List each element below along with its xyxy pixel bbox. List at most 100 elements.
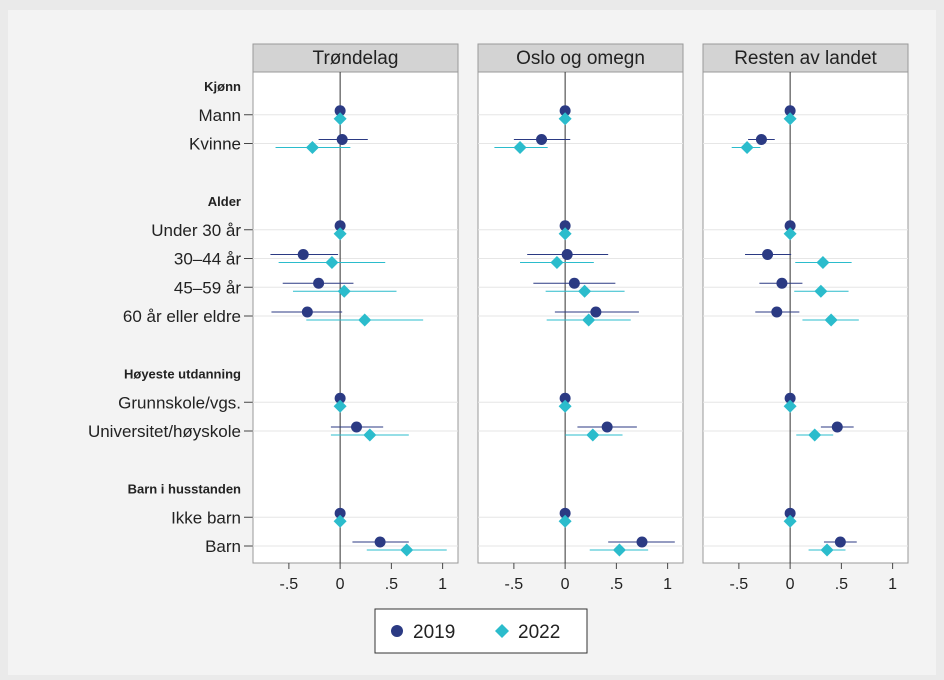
- x-tick-label: 1: [888, 576, 897, 593]
- point-2019: [776, 277, 788, 289]
- point-2022: [558, 112, 572, 126]
- x-tick-label: 0: [561, 576, 570, 593]
- point-2019: [336, 134, 348, 145]
- point-2019: [834, 536, 846, 548]
- point-2022: [337, 284, 351, 298]
- point-2019: [351, 421, 363, 433]
- x-tick-label: 0: [786, 576, 795, 593]
- point-2019: [831, 421, 843, 433]
- point-2022: [820, 543, 834, 557]
- row-label: 30–44 år: [174, 250, 241, 269]
- point-2022: [824, 313, 838, 327]
- point-2022: [816, 256, 830, 269]
- point-2019: [568, 277, 580, 289]
- panel-plot-area: [702, 71, 909, 564]
- point-2019: [559, 392, 571, 404]
- point-2022: [612, 543, 626, 557]
- legend: [374, 608, 588, 654]
- point-2022: [783, 227, 797, 241]
- row-label: Kvinne: [189, 135, 241, 154]
- point-2019: [334, 392, 346, 404]
- row-label: Ikke barn: [171, 508, 241, 527]
- point-2019: [536, 134, 548, 145]
- point-2022: [740, 141, 754, 154]
- point-2019: [784, 392, 796, 404]
- point-2019: [601, 421, 613, 433]
- point-2019: [561, 249, 573, 260]
- point-2022: [550, 256, 564, 269]
- point-2022: [400, 543, 414, 557]
- point-2022: [558, 227, 572, 241]
- point-2022: [333, 514, 347, 528]
- point-2022: [586, 428, 600, 442]
- point-2022: [783, 514, 797, 528]
- panel-header: [252, 43, 459, 73]
- point-2022: [814, 284, 828, 298]
- point-2022: [783, 399, 797, 413]
- point-2022: [333, 227, 347, 241]
- point-2019: [297, 249, 309, 260]
- x-tick-label: -.5: [505, 576, 524, 593]
- point-2022: [783, 112, 797, 126]
- point-2019: [762, 249, 774, 260]
- row-label: Under 30 år: [151, 221, 241, 240]
- point-2019: [755, 134, 767, 145]
- panel-title: Resten av landet: [734, 48, 877, 69]
- panel-header: [702, 43, 909, 73]
- point-2019: [784, 105, 796, 117]
- coefficient-chart: Kjønn Mann Kvinne Alder Under 30 år 30–44 år 4…: [88, 43, 909, 654]
- row-label: Universitet/høyskole: [88, 422, 241, 441]
- row-label: Grunnskole/vgs.: [118, 393, 241, 412]
- point-2019: [771, 306, 783, 318]
- point-2019: [559, 105, 571, 117]
- point-2022: [333, 112, 347, 126]
- point-2019: [334, 220, 346, 232]
- point-2022: [358, 313, 372, 327]
- panel-title: Trøndelag: [313, 48, 399, 69]
- point-2022: [305, 141, 319, 154]
- group-label: Høyeste utdanning: [124, 367, 241, 382]
- row-label: 60 år eller eldre: [123, 307, 241, 326]
- plot-area: Kjønn Mann Kvinne Alder Under 30 år 30–44 år 4…: [8, 10, 936, 675]
- x-tick-label: .5: [610, 576, 623, 593]
- group-label: Kjønn: [204, 79, 241, 94]
- point-2022: [558, 399, 572, 413]
- point-2019: [559, 220, 571, 232]
- panel-header: [477, 43, 684, 73]
- point-2019: [374, 536, 386, 548]
- point-2019: [590, 306, 602, 318]
- panel-title: Oslo og omegn: [516, 48, 645, 69]
- x-tick-label: -.5: [730, 576, 749, 593]
- point-2019: [559, 507, 571, 519]
- point-2019: [784, 507, 796, 519]
- x-tick-label: 1: [663, 576, 672, 593]
- point-2022: [808, 428, 822, 442]
- point-2019: [784, 220, 796, 232]
- point-2019: [301, 306, 313, 318]
- x-tick-label: .5: [835, 576, 848, 593]
- point-2022: [333, 399, 347, 413]
- group-label: Barn i husstanden: [128, 482, 241, 497]
- legend-label: 2022: [518, 622, 560, 643]
- panel-plot-area: [477, 71, 684, 564]
- point-2019: [334, 507, 346, 519]
- point-2019: [334, 105, 346, 117]
- point-2022: [513, 141, 527, 154]
- row-label: Barn: [205, 537, 241, 556]
- legend-marker-2019: [391, 625, 403, 637]
- x-tick-label: -.5: [280, 576, 299, 593]
- point-2019: [636, 536, 648, 548]
- x-tick-label: 1: [438, 576, 447, 593]
- row-label: Mann: [198, 106, 241, 125]
- legend-marker-2022: [495, 624, 509, 638]
- group-label: Alder: [208, 194, 241, 209]
- point-2022: [558, 514, 572, 528]
- legend-label: 2019: [413, 622, 455, 643]
- point-2022: [578, 284, 592, 298]
- point-2019: [313, 277, 325, 289]
- point-2022: [363, 428, 377, 442]
- panel-plot-area: [252, 71, 459, 564]
- point-2022: [582, 313, 596, 327]
- x-tick-label: .5: [385, 576, 398, 593]
- point-2022: [325, 256, 339, 269]
